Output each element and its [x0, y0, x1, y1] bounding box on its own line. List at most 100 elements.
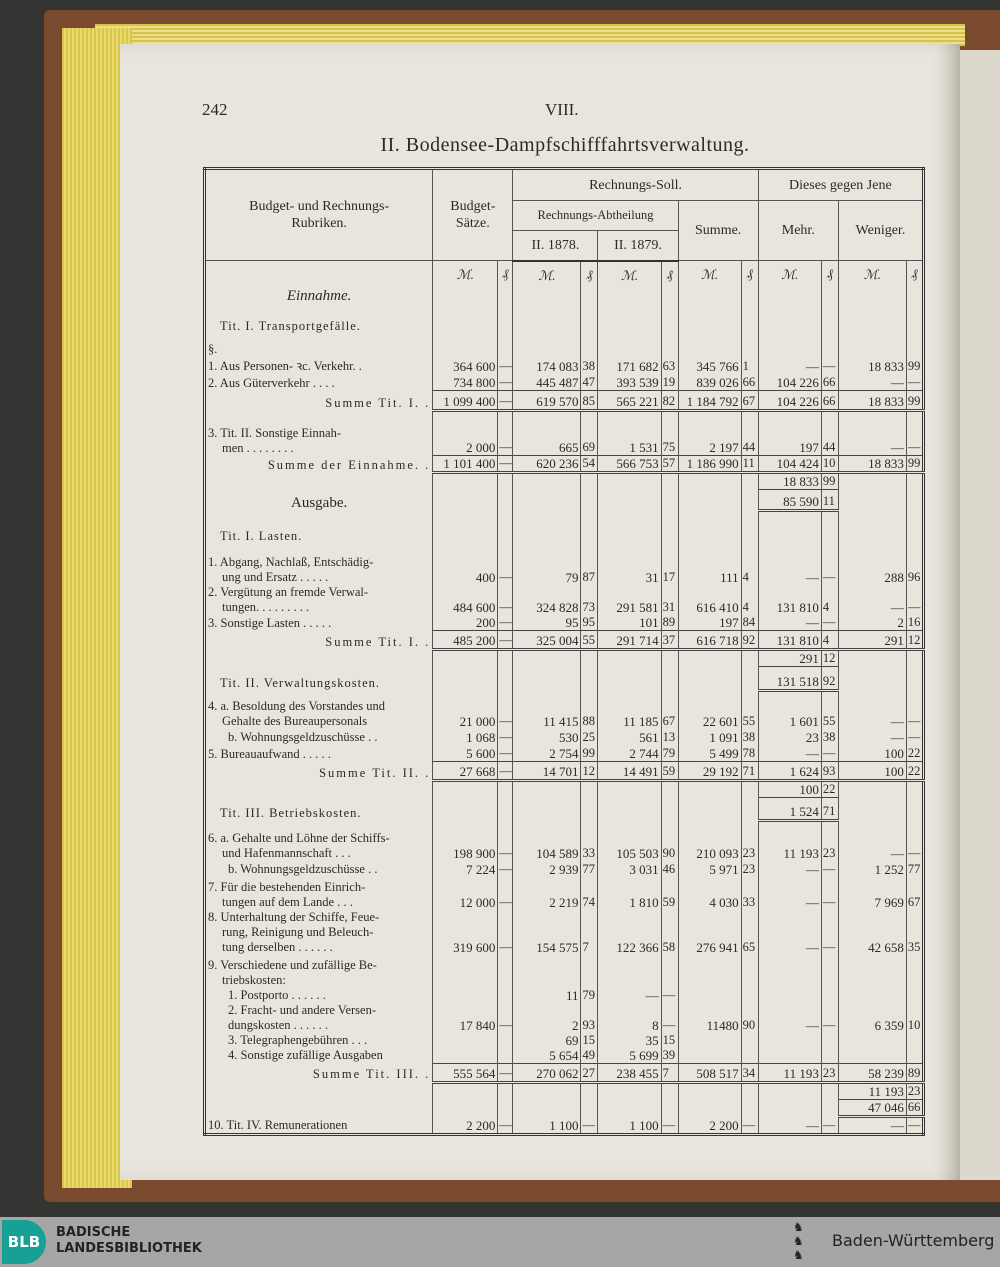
summe-pf-cell: 38 [740, 728, 759, 745]
rechnung-1879-cell: 291 714 [597, 630, 662, 651]
budget-cell: ℳ. [432, 260, 499, 304]
pf-1879-cell: 82 [660, 390, 679, 412]
table-row: 4. a. Besoldung des Vorstandes und Gehalt… [203, 690, 925, 729]
budget-cell: 555 564 [432, 1062, 499, 1084]
pf-1878-cell [580, 333, 599, 357]
pf-1878-cell: 25 [580, 728, 599, 745]
row-label-line: 4. Sonstige zufällige Ausgaben [228, 1048, 383, 1062]
pf-1879-cell: 58 [660, 909, 679, 955]
table-row: 3. Telegraphengebühren . . . 69 15 35 15 [203, 1032, 925, 1048]
summe-pf-cell [740, 1099, 759, 1116]
budget-pf-cell: — [497, 630, 514, 651]
summe-cell: 11480 [677, 1002, 742, 1033]
blb-logo[interactable]: BLB [2, 1220, 46, 1264]
weniger-pf-cell [905, 797, 925, 821]
weniger-pf-cell: 67 [905, 876, 925, 910]
budget-cell: 734 800 [432, 373, 499, 391]
budget-pf-cell: — [497, 761, 514, 782]
pf-1878-cell: 87 [580, 543, 599, 585]
budget-cell [432, 1047, 499, 1063]
rechnung-1879-cell: 1 531 [597, 410, 662, 456]
rechnung-1879-cell: 393 539 [597, 373, 662, 391]
rechnung-1878-cell: 5 654 [512, 1047, 582, 1063]
summe-pf-cell: ₰ [740, 260, 759, 304]
table-row: Summe Tit. III. . 555 564—270 062 27 238 45… [203, 1062, 925, 1084]
header-rubriken: Budget- und Rechnungs-Rubriken. [203, 168, 434, 261]
pf-1878-cell: ₰ [580, 260, 599, 304]
rechnung-1878-cell: 2 219 [512, 876, 582, 910]
weniger-pf-cell: 66 [905, 1098, 925, 1118]
pf-1879-cell: 89 [660, 614, 679, 631]
row-label [203, 1082, 434, 1099]
pf-1879-cell: 17 [660, 543, 679, 585]
pf-1879-cell: 31 [660, 584, 679, 615]
rechnung-1878-cell: 174 083 [512, 356, 582, 374]
weniger-cell: 291 [837, 630, 907, 651]
mehr-cell: 11 193 [757, 1062, 822, 1084]
row-label: 8. Unterhaltung der Schiffe, Feue-rung, … [203, 909, 434, 955]
weniger-cell [837, 666, 907, 691]
pf-1878-cell: 85 [580, 390, 599, 412]
pf-1879-cell: 90 [660, 820, 679, 861]
budget-pf-cell: — [497, 820, 514, 861]
table-row: Summe Tit. I. .1 099 400—619 570 85 565 22… [203, 390, 925, 412]
state-coat-of-arms-icon: ♞ ♞ ♞ [793, 1220, 804, 1262]
summe-pf-cell [740, 303, 759, 334]
row-label: 10. Tit. IV. Remunerationen [203, 1116, 434, 1134]
pf-1879-cell: 7 [660, 1062, 679, 1084]
row-label-line: 1. Aus Personen- ꝛc. Verkehr. . [208, 358, 362, 373]
budget-table: Budget- und Rechnungs-Rubriken. Budget-S… [203, 167, 925, 1136]
weniger-cell [837, 1047, 907, 1063]
pf-1878-cell: 49 [580, 1047, 599, 1063]
budget-cell: 484 600 [432, 584, 499, 615]
summe-cell [677, 780, 742, 798]
row-label-line: 3. Tit. II. Sonstige Einnah- [208, 425, 341, 440]
pf-1879-cell [660, 1082, 679, 1099]
weniger-cell: 58 239 [837, 1062, 907, 1084]
summe-cell [677, 1032, 742, 1048]
rechnung-1878-cell: 620 236 [512, 455, 582, 474]
summe-pf-cell: 92 [740, 630, 759, 651]
mehr-cell: 291 [757, 649, 822, 667]
rechnung-1878-cell [512, 472, 582, 490]
table-row: 6. a. Gehalte und Löhne der Schiffs-und … [203, 820, 925, 861]
rechnung-1879-cell: — [597, 987, 662, 1003]
rechnung-1879-cell [597, 489, 662, 511]
weniger-pf-cell: — [905, 728, 925, 745]
table-row: Summe Tit. I. . 485 200—325 004 55 291 714 3… [203, 630, 925, 651]
rechnung-1879-cell: 1 810 [597, 876, 662, 910]
summe-cell: 29 192 [677, 761, 742, 782]
summe-cell [677, 472, 742, 490]
table-row: 2. Aus Güterverkehr . . . . 734 800—445 4… [203, 373, 925, 391]
weniger-pf-cell [905, 333, 925, 357]
state-name[interactable]: Baden-Württemberg [832, 1231, 995, 1250]
summe-cell: 5 971 [677, 860, 742, 877]
rechnung-1878-cell [512, 489, 582, 511]
footer-bar: BLB BADISCHE LANDESBIBLIOTHEK ♞ ♞ ♞ Baden-… [0, 1217, 1000, 1267]
table-row: Summe Tit. II. . 27 668—14 701 12 14 491 59 2… [203, 761, 925, 782]
budget-cell [432, 472, 499, 490]
pf-1879-cell: 67 [660, 690, 679, 729]
table-row: §. [203, 333, 925, 357]
weniger-pf-cell: ₰ [905, 260, 925, 304]
summe-cell: 508 517 [677, 1062, 742, 1084]
summe-cell: 2 197 [677, 410, 742, 456]
weniger-pf-cell: 89 [905, 1062, 925, 1084]
rechnung-1879-cell [597, 797, 662, 821]
table-row: 10. Tit. IV. Remunerationen 2 200—1 100—1… [203, 1116, 925, 1134]
pf-1879-cell: — [660, 1002, 679, 1033]
weniger-cell [837, 333, 907, 357]
rechnung-1878-cell: 154 575 [512, 909, 582, 955]
summe-cell: 616 410 [677, 584, 742, 615]
weniger-pf-cell: 22 [905, 761, 925, 782]
pf-1878-cell: 93 [580, 1002, 599, 1033]
mehr-cell: 11 193 [757, 820, 822, 861]
budget-cell: 17 840 [432, 1002, 499, 1033]
row-label: 3. Telegraphengebühren . . . [203, 1032, 434, 1048]
summe-cell: 197 [677, 614, 742, 631]
summe-pf-cell: 11 [740, 455, 759, 474]
summe-cell [677, 954, 742, 988]
pf-1879-cell [660, 649, 679, 667]
rechnung-1878-cell: 104 589 [512, 820, 582, 861]
row-label [203, 780, 434, 798]
